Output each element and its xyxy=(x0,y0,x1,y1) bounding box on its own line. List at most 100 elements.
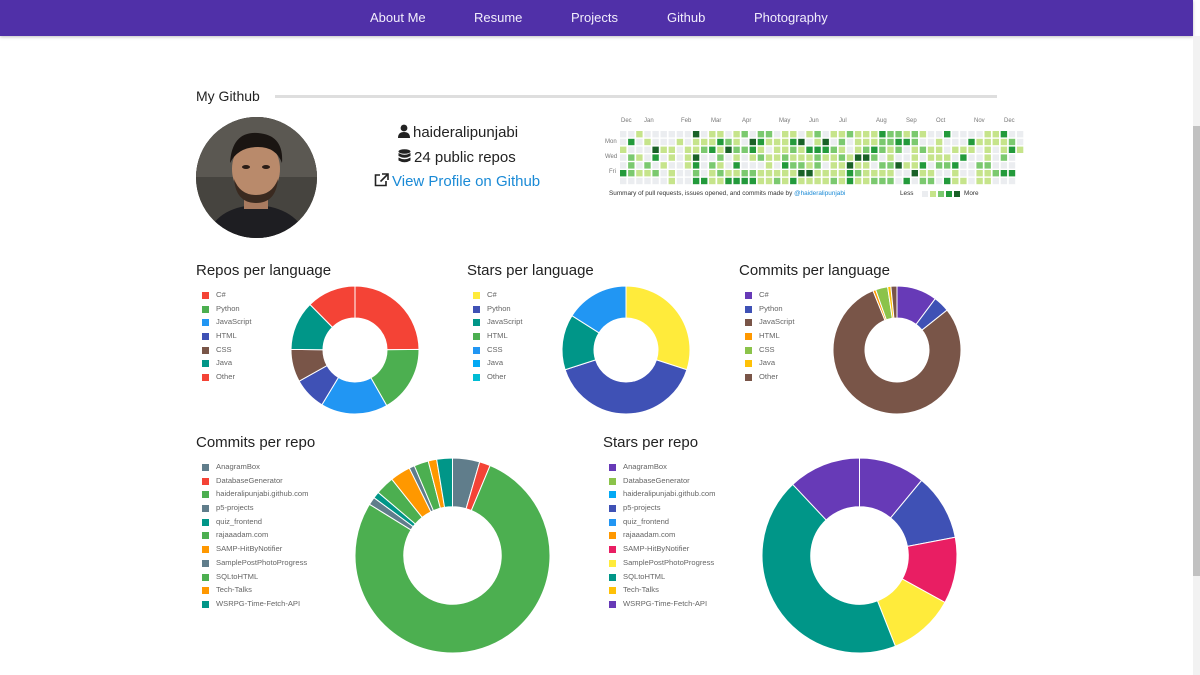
legend-swatch xyxy=(202,600,209,608)
contribution-day-cell xyxy=(684,146,692,153)
contribution-day-cell xyxy=(765,131,773,138)
contribution-day-cell xyxy=(692,170,700,177)
view-profile-link[interactable]: View Profile on Github xyxy=(392,173,541,190)
contribution-day-cell xyxy=(838,162,846,169)
contribution-day-cell xyxy=(773,131,781,138)
contribution-day-cell xyxy=(944,138,951,146)
page-scrollbar[interactable] xyxy=(1193,36,1200,675)
nav-about-me[interactable]: About Me xyxy=(370,10,426,25)
contribution-day-cell xyxy=(733,138,740,146)
contribution-day-cell xyxy=(871,146,878,153)
contribution-day-cell xyxy=(960,162,967,169)
contribution-day-cell xyxy=(944,170,951,177)
contribution-day-cell xyxy=(765,170,773,177)
contribution-day-cell xyxy=(717,170,724,177)
legend-label: Other xyxy=(759,372,778,382)
legend-swatch xyxy=(473,346,480,354)
contribution-day-cell xyxy=(782,170,789,177)
legend-label: Python xyxy=(216,303,240,313)
donut-slice-wsrpg-time-fetch-api[interactable] xyxy=(436,457,453,508)
contribution-day-cell xyxy=(790,138,797,146)
contribution-day-cell xyxy=(620,162,627,169)
contribution-day-cell xyxy=(757,138,765,146)
contribution-day-cell xyxy=(684,131,692,138)
profile-username: haideralipunjabi xyxy=(413,124,519,141)
legend-swatch xyxy=(609,491,616,499)
contribution-day-cell xyxy=(701,154,708,161)
day-label: Mon xyxy=(605,139,617,145)
contribution-day-cell xyxy=(919,138,927,146)
contribution-day-cell xyxy=(854,162,862,169)
donut-slice-javascript[interactable] xyxy=(832,290,962,415)
contribution-day-cell xyxy=(644,162,651,169)
contribution-day-cell xyxy=(757,146,765,153)
contribution-day-cell xyxy=(1016,131,1024,138)
donut-slice-c-[interactable] xyxy=(354,285,420,351)
legend-swatch xyxy=(202,532,209,540)
contribution-day-cell xyxy=(1016,138,1024,146)
legend-swatch xyxy=(609,464,616,471)
scrollbar-thumb[interactable] xyxy=(1193,126,1200,576)
contribution-day-cell xyxy=(927,177,935,185)
legend-label: JavaScript xyxy=(487,317,523,327)
legend-swatch xyxy=(745,374,752,382)
donut-slice-python[interactable] xyxy=(564,359,688,415)
contribution-day-cell xyxy=(863,131,870,138)
external-link-icon[interactable] xyxy=(374,173,389,191)
donut-slice-sqltohtml[interactable] xyxy=(761,483,897,654)
month-label: Sep xyxy=(906,118,917,124)
contribution-day-cell xyxy=(725,138,732,146)
section-title: My Github xyxy=(196,88,260,104)
contribution-day-cell xyxy=(692,138,700,146)
contribution-day-cell xyxy=(668,146,675,153)
contribution-day-cell xyxy=(935,177,943,185)
chart-title-commits-per-repo: Commits per repo xyxy=(196,434,316,451)
donut-slice-css[interactable] xyxy=(571,285,627,334)
contribution-day-cell xyxy=(952,131,959,138)
contribution-day-cell xyxy=(863,162,870,169)
month-label: Apr xyxy=(742,118,752,124)
contribution-day-cell xyxy=(684,138,692,146)
nav-resume[interactable]: Resume xyxy=(474,10,523,25)
donut-slice-other[interactable] xyxy=(890,285,898,319)
contribution-day-cell xyxy=(927,162,935,169)
contribution-day-cell xyxy=(790,131,797,138)
legend-label: C# xyxy=(487,290,497,299)
donut-slice-wsrpg-time-fetch-api[interactable] xyxy=(792,457,860,521)
chart-title-stars-per-language: Stars per language xyxy=(467,262,594,279)
legend-label: SAMP-HitByNotifier xyxy=(216,544,283,554)
contribution-day-cell xyxy=(628,131,635,138)
nav-github[interactable]: Github xyxy=(667,10,706,25)
profile-link-row[interactable]: View Profile on Github xyxy=(374,173,540,191)
legend-label: quiz_frontend xyxy=(623,516,670,526)
legend-swatch xyxy=(473,305,480,313)
legend-label: C# xyxy=(216,290,226,299)
contribution-day-cell xyxy=(911,177,918,185)
contribution-day-cell xyxy=(968,154,975,161)
contribution-day-cell xyxy=(741,138,748,146)
legend-label: CSS xyxy=(216,344,232,354)
summary-user-link[interactable]: @haideralipunjabi xyxy=(794,190,846,197)
legend-swatch xyxy=(609,518,616,526)
nav-projects[interactable]: Projects xyxy=(571,10,618,25)
contribution-day-cell xyxy=(976,154,983,161)
contribution-day-cell xyxy=(879,131,886,138)
contribution-day-cell xyxy=(903,138,910,146)
contribution-day-cell xyxy=(806,146,813,153)
month-label: May xyxy=(779,118,791,124)
contribution-day-cell xyxy=(814,146,821,153)
contribution-day-cell xyxy=(725,154,732,161)
nav-photography[interactable]: Photography xyxy=(754,10,828,25)
contribution-day-cell xyxy=(854,138,862,146)
donut-slice-other[interactable] xyxy=(309,285,356,328)
contribution-day-cell xyxy=(944,146,951,153)
contribution-day-cell xyxy=(773,162,781,169)
legend-swatch xyxy=(609,600,616,608)
legend-label: CSS xyxy=(487,344,503,354)
contribution-day-cell xyxy=(676,154,684,161)
legend-label: p5-projects xyxy=(623,503,661,513)
donut-slice-c-[interactable] xyxy=(625,285,691,371)
legend-label: SamplePostPhotoProgress xyxy=(623,557,715,567)
contribution-day-cell xyxy=(765,146,773,153)
donut-slice-haideralipunjabi-github-com[interactable] xyxy=(354,464,551,654)
